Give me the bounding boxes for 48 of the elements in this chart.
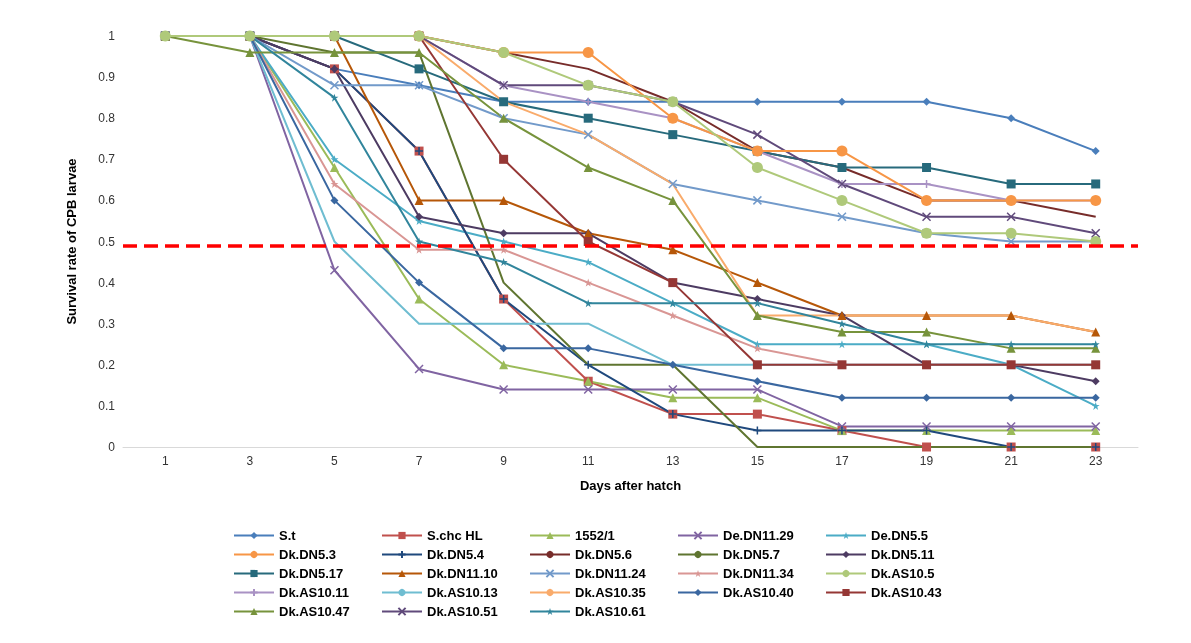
legend-label: Dk.DN11.10 [427, 566, 498, 581]
x-tick-label: 11 [581, 454, 595, 468]
legend-label: Dk.DN5.3 [279, 547, 337, 562]
legend-label: Dk.AS10.5 [871, 566, 935, 581]
y-tick-label: 0.3 [98, 316, 116, 331]
x-axis-title: Days after hatch [579, 478, 682, 493]
y-axis-title: Survival rate of CPB larvae [64, 158, 79, 325]
x-tick-label: 5 [331, 454, 339, 468]
y-tick-label: 0.1 [98, 398, 116, 413]
legend-label: Dk.DN5.7 [723, 547, 781, 562]
legend-label: S.chc HL [427, 528, 483, 543]
legend-label: S.t [279, 528, 297, 543]
y-tick-label: 0.5 [98, 234, 116, 249]
y-tick-label: 0.8 [98, 111, 116, 126]
legend-label: Dk.AS10.43 [871, 585, 942, 600]
legend-label: Dk.AS10.61 [575, 604, 646, 619]
legend-label: Dk.DN11.24 [575, 566, 647, 581]
y-tick-label: 0.4 [98, 275, 116, 290]
legend-label: Dk.AS10.47 [279, 604, 350, 619]
legend-label: Dk.AS10.35 [575, 585, 646, 600]
legend-label: De.DN11.29 [723, 528, 794, 543]
x-tick-label: 13 [666, 454, 680, 468]
x-tick-label: 3 [246, 454, 254, 468]
legend-label: Dk.AS10.51 [427, 604, 498, 619]
legend-label: Dk.DN5.4 [427, 547, 485, 562]
legend-label: Dk.AS10.11 [279, 585, 350, 600]
legend-label: Dk.DN5.11 [871, 547, 935, 562]
y-tick-label: 1 [108, 29, 116, 43]
x-tick-label: 7 [415, 454, 423, 468]
x-tick-label: 21 [1004, 454, 1019, 468]
y-tick-label: 0.2 [98, 357, 116, 372]
legend-label: De.DN5.5 [871, 528, 929, 543]
legend-label: Dk.DN5.17 [279, 566, 344, 581]
y-tick-label: 0 [108, 440, 116, 454]
x-tick-label: 23 [1089, 454, 1103, 468]
x-tick-label: 19 [919, 454, 934, 468]
x-tick-label: 1 [161, 454, 169, 468]
y-tick-label: 0.7 [98, 152, 116, 167]
legend-label: Dk.AS10.40 [723, 585, 794, 600]
x-tick-label: 15 [750, 454, 765, 468]
x-tick-label: 17 [835, 454, 849, 468]
x-tick-label: 9 [500, 454, 508, 468]
legend-label: Dk.DN5.6 [575, 547, 633, 562]
y-tick-label: 0.6 [98, 193, 116, 208]
legend-label: 1552/1 [575, 528, 615, 543]
legend-label: Dk.DN11.34 [723, 566, 795, 581]
y-tick-label: 0.9 [98, 70, 116, 85]
legend-label: Dk.AS10.13 [427, 585, 498, 600]
